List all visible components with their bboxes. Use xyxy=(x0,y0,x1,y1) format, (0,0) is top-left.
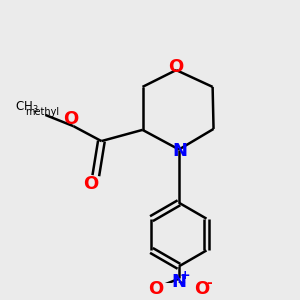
Text: O: O xyxy=(195,280,210,298)
Text: O: O xyxy=(169,58,184,76)
Text: CH$_3$: CH$_3$ xyxy=(15,100,38,115)
Text: +: + xyxy=(180,269,190,282)
Text: O: O xyxy=(63,110,78,128)
Text: N: N xyxy=(172,273,187,291)
Text: O: O xyxy=(83,175,98,193)
Text: N: N xyxy=(173,142,188,160)
Text: -: - xyxy=(206,276,212,290)
Text: O: O xyxy=(148,280,163,298)
Text: methyl: methyl xyxy=(25,106,59,117)
